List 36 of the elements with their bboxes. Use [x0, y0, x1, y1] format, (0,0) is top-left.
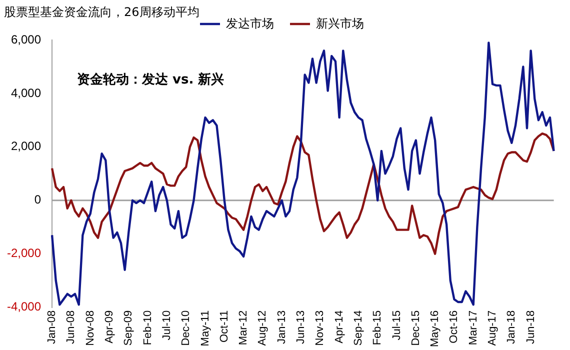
x-tick-label: Aug-17 [486, 310, 499, 346]
x-tick-label: Feb-15 [372, 310, 384, 346]
x-tick-label: Jul-10 [160, 310, 173, 340]
legend-label: 发达市场 [226, 16, 274, 30]
chart-title: 股票型基金资金流向，26周移动平均 [4, 4, 200, 21]
x-tick-label: Oct-16 [448, 310, 460, 344]
x-tick-label: Jan-18 [506, 310, 518, 344]
x-tick-label: Mar-12 [238, 310, 250, 346]
y-tick-label: -4,000 [6, 300, 42, 314]
y-tick-label: -2,000 [6, 246, 42, 260]
x-tick-label: Dec-15 [410, 310, 422, 346]
x-tick-label: Apr-09 [104, 310, 116, 344]
x-tick-label: Mar-17 [467, 310, 480, 346]
x-tick-label: Jun-08 [65, 310, 78, 344]
x-tick-label: Apr-14 [333, 310, 346, 344]
annotation: 资金轮动：发达 vs. 新兴 [77, 71, 224, 88]
x-tick-label: Oct-11 [218, 310, 230, 343]
x-tick-label: Feb-10 [142, 310, 154, 346]
x-tick-label: Nov-13 [314, 310, 326, 346]
x-tick-label: May-11 [199, 310, 212, 346]
x-tick-label: May-16 [429, 310, 442, 348]
y-tick-label: 0 [34, 192, 42, 207]
x-tick-label: Sep-14 [352, 310, 364, 346]
y-tick-label: 4,000 [10, 86, 42, 100]
x-tick-label: Jan-08 [46, 310, 58, 344]
x-tick-label: Jan-13 [276, 310, 288, 344]
x-tick-label: Sep-09 [122, 310, 135, 346]
legend-label: 新兴市场 [316, 16, 364, 30]
x-tick-label: Jul-15 [390, 310, 403, 340]
x-tick-label: Jun-13 [295, 310, 308, 344]
y-tick-label: 6,000 [10, 32, 42, 46]
y-tick-label: 2,000 [10, 139, 42, 154]
x-tick-label: Nov-08 [84, 310, 96, 346]
x-tick-label: Aug-12 [256, 310, 269, 346]
x-tick-label: Jun-18 [524, 310, 537, 344]
x-tick-label: Dec-10 [180, 310, 192, 346]
